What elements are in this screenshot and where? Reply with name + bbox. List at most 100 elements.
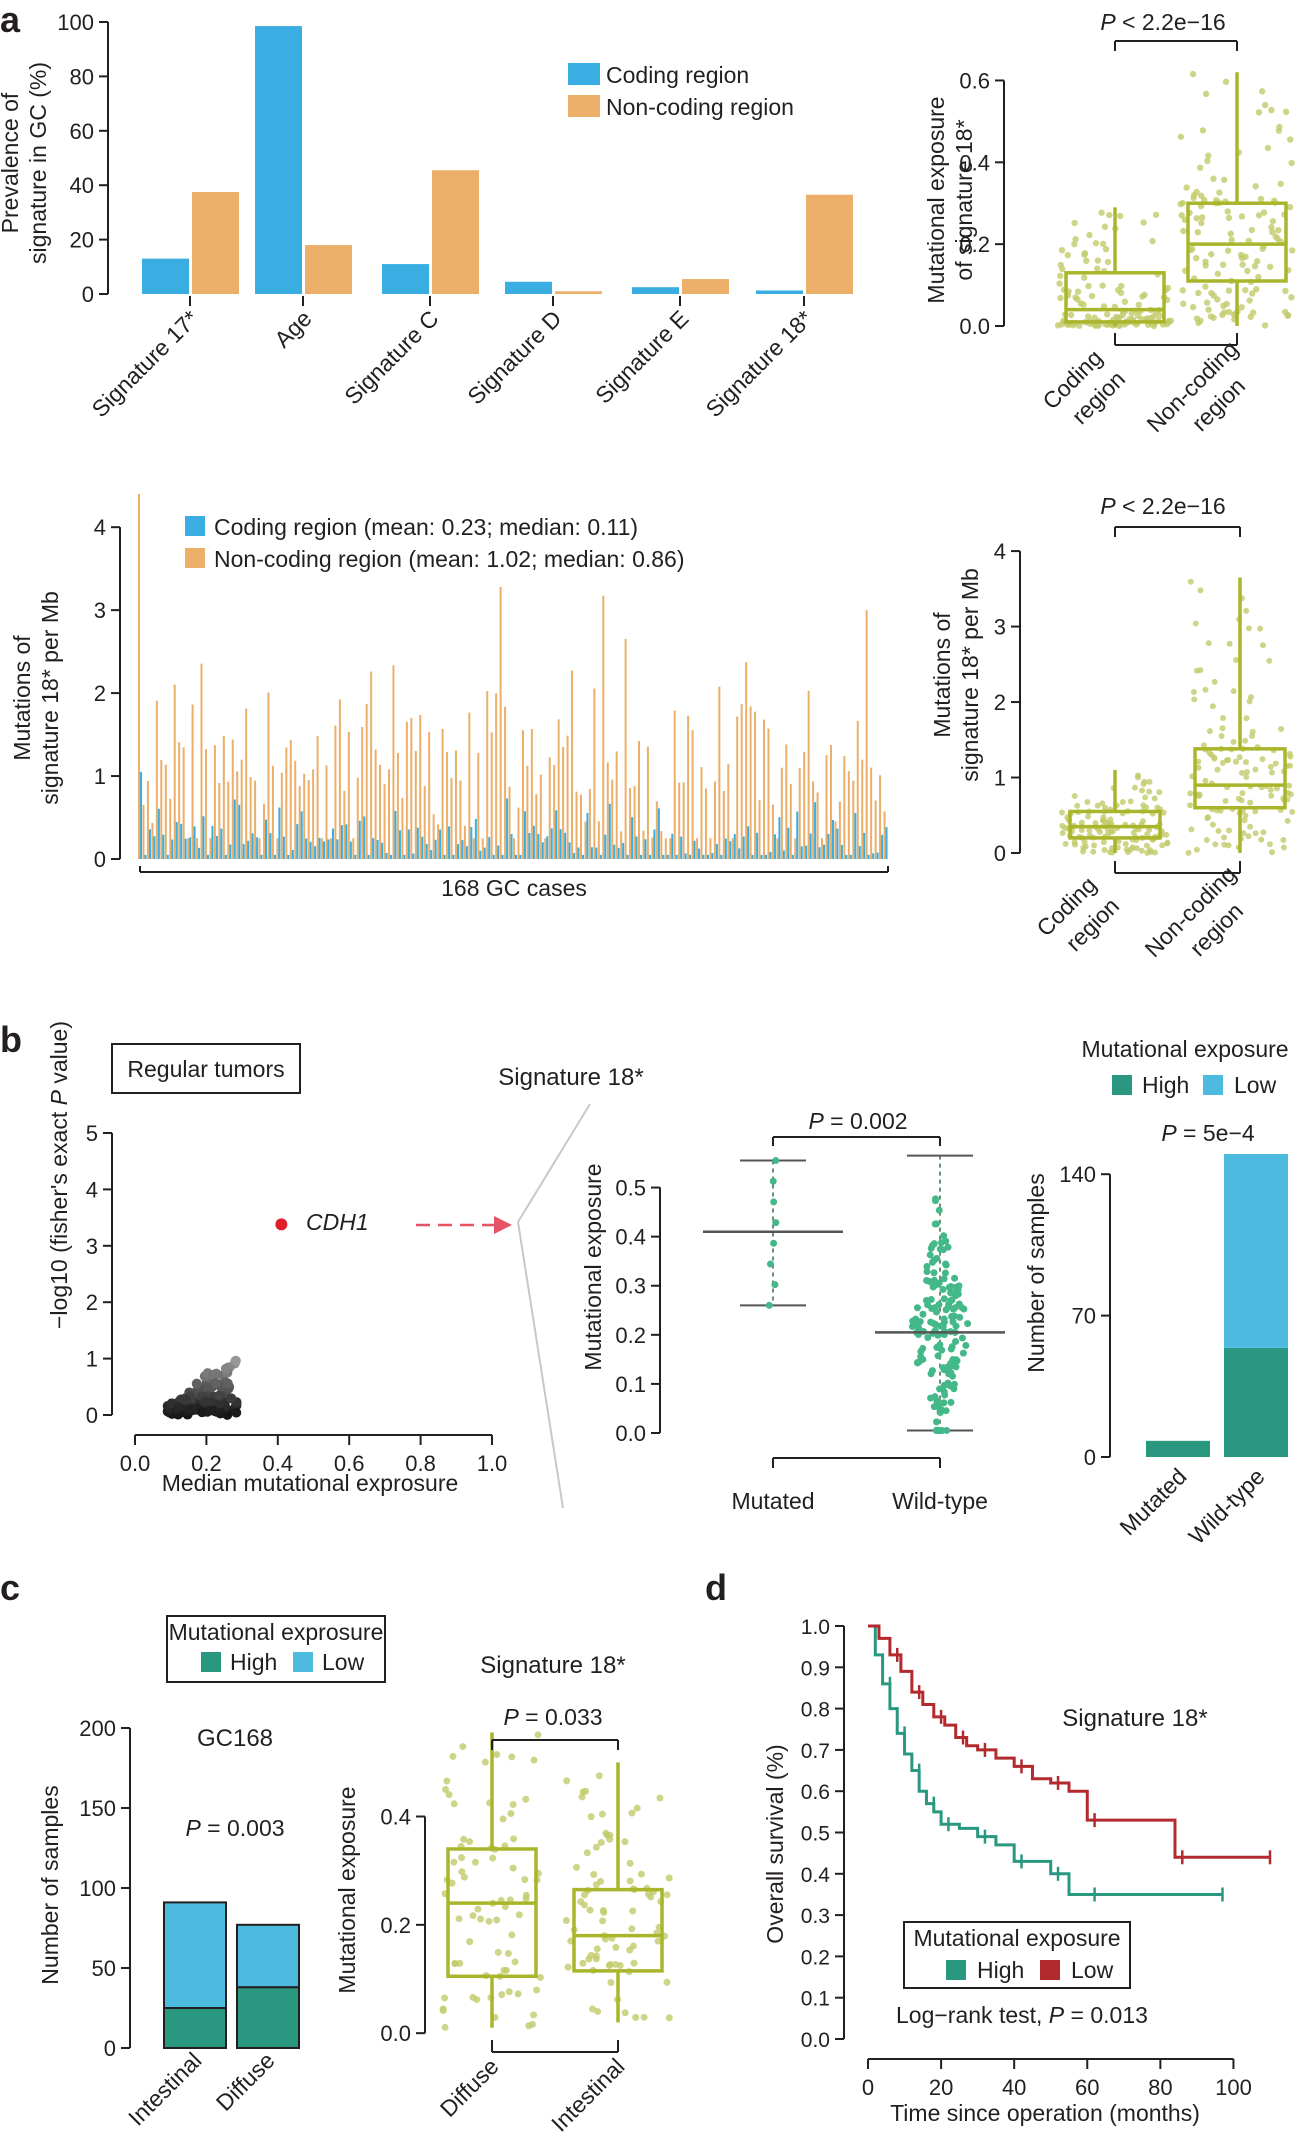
c1-ytick-label-4: 200 <box>79 1716 116 1741</box>
c2-dot-0-71 <box>466 1838 474 1846</box>
a3-bar-noncoding-155 <box>829 744 832 859</box>
a4-dot-1-45 <box>1267 763 1274 770</box>
a3-bar-coding-90 <box>541 842 544 859</box>
a3-bar-coding-14 <box>202 816 205 859</box>
c1-legend-label-low: Low <box>322 1649 365 1675</box>
c2-dot-0-68 <box>485 1917 493 1925</box>
c2-dot-1-72 <box>628 1809 636 1817</box>
a3-bar-coding-140 <box>765 854 768 859</box>
a4-ytick-label-1: 1 <box>994 766 1006 791</box>
c2-dot-0-28 <box>501 1903 509 1911</box>
b1-dot-110 <box>220 1363 231 1374</box>
b1-ytick-label-4: 4 <box>86 1177 98 1202</box>
a3-bar-coding-91 <box>546 836 549 859</box>
a2-dot-0-71 <box>1099 240 1107 248</box>
a2-dot-0-114 <box>1056 272 1064 280</box>
a3-bar-noncoding-84 <box>513 838 516 859</box>
a3-bar-coding-40 <box>318 837 321 859</box>
c2-dot-0-44 <box>458 1868 466 1876</box>
a4-dot-0-112 <box>1122 840 1129 847</box>
b1-dot-136 <box>210 1377 221 1388</box>
c2-dot-0-3 <box>534 1731 542 1739</box>
a3-bar-noncoding-47 <box>347 731 350 859</box>
a3-bar-noncoding-133 <box>731 838 734 859</box>
a3-bar-coding-16 <box>211 825 214 859</box>
a3-bar-noncoding-66 <box>432 814 435 859</box>
a3-bar-noncoding-132 <box>727 763 730 859</box>
a2-dot-0-36 <box>1081 274 1088 281</box>
c2-dot-0-46 <box>448 1879 456 1887</box>
a3-bar-noncoding-114 <box>646 746 649 859</box>
b2-dot-1-151 <box>909 1323 917 1331</box>
a4-dot-1-103 <box>1206 728 1213 735</box>
b1-xtick-label-5: 1.0 <box>477 1451 508 1476</box>
a2-dot-0-48 <box>1085 282 1092 290</box>
a3-bar-coding-54 <box>381 842 384 859</box>
a3-bar-noncoding-72 <box>459 780 462 859</box>
c2-dot-0-49 <box>505 1988 513 1996</box>
a3-bar-coding-139 <box>760 854 763 859</box>
c2-dot-0-73 <box>469 1993 477 2001</box>
a4-dot-1-119 <box>1286 750 1293 757</box>
b1-dot-134 <box>173 1402 184 1413</box>
d-legend-swatch-low <box>1040 1960 1060 1980</box>
a3-bar-noncoding-7 <box>169 798 172 859</box>
a2-dot-1-41 <box>1269 218 1277 225</box>
a4-dot-0-98 <box>1059 830 1066 837</box>
a3-bar-noncoding-125 <box>696 838 699 859</box>
a3-bar-coding-9 <box>180 823 183 859</box>
a3-bar-noncoding-99 <box>579 794 582 859</box>
a3-bar-coding-66 <box>434 839 437 859</box>
a3-bar-noncoding-101 <box>588 788 591 859</box>
c2-ytick-label-1: 0.2 <box>380 1913 411 1938</box>
a4-dot-1-33 <box>1243 607 1250 614</box>
a3-bar-coding-163 <box>867 854 870 859</box>
c2-dot-0-55 <box>509 1801 517 1809</box>
a4-dot-0-113 <box>1129 844 1136 851</box>
a3-bar-coding-143 <box>778 817 781 859</box>
b2-dot-1-127 <box>917 1347 925 1355</box>
c2-dot-1-22 <box>607 1978 615 1986</box>
a3-bar-noncoding-117 <box>660 831 663 859</box>
a4-dot-0-43 <box>1154 804 1161 811</box>
b3-legend-label-low: Low <box>1234 1072 1277 1098</box>
a3-bar-coding-165 <box>876 852 879 859</box>
a4-box-1 <box>1193 747 1287 810</box>
a3-bar-noncoding-85 <box>517 807 520 859</box>
a2-dot-1-115 <box>1193 254 1200 262</box>
b3-xtick-label-1: Wild-type <box>1183 1463 1269 1549</box>
b2-dot-1-154 <box>950 1312 958 1320</box>
a2-dot-1-93 <box>1194 229 1201 236</box>
c1-ytick-label-1: 50 <box>92 1956 116 1981</box>
b2-ytick-label-0: 0.0 <box>615 1421 646 1446</box>
a3-bar-coding-25 <box>251 833 254 859</box>
a3-bar-coding-77 <box>483 847 486 859</box>
a4-dot-1-66 <box>1252 766 1259 773</box>
a3-bar-coding-129 <box>715 843 718 859</box>
a4-ytick-label-0: 0 <box>994 841 1006 866</box>
a3-bar-coding-69 <box>448 826 451 859</box>
a3-ytick-label-1: 1 <box>94 764 106 789</box>
a3-bar-noncoding-12 <box>191 704 194 859</box>
a2-dot-1-47 <box>1205 306 1212 313</box>
a4-dot-1-22 <box>1269 849 1276 856</box>
a3-bar-noncoding-144 <box>780 767 783 859</box>
a3-bar-coding-131 <box>724 838 727 859</box>
a2-dot-1-117 <box>1196 164 1204 171</box>
a2-dot-0-112 <box>1150 322 1158 330</box>
a3-bar-coding-41 <box>323 841 326 859</box>
b2-dot-1-152 <box>931 1304 939 1312</box>
c2-dot-1-77 <box>592 1881 600 1889</box>
b2-dot-1-146 <box>932 1427 940 1435</box>
a2-dot-0-25 <box>1152 211 1160 219</box>
a3-bar-noncoding-105 <box>606 762 609 859</box>
a2-dot-0-93 <box>1119 311 1126 319</box>
a4-dot-1-88 <box>1260 829 1267 836</box>
c2-dot-0-6 <box>449 1752 457 1760</box>
b1-cdh1-dot <box>275 1218 288 1231</box>
c1-legend-box <box>166 1615 386 1683</box>
a4-dot-1-95 <box>1284 817 1291 824</box>
b2-dot-1-147 <box>942 1306 950 1314</box>
a2-dot-0-13 <box>1094 257 1102 264</box>
b2-ytick-label-3: 0.3 <box>615 1274 646 1299</box>
